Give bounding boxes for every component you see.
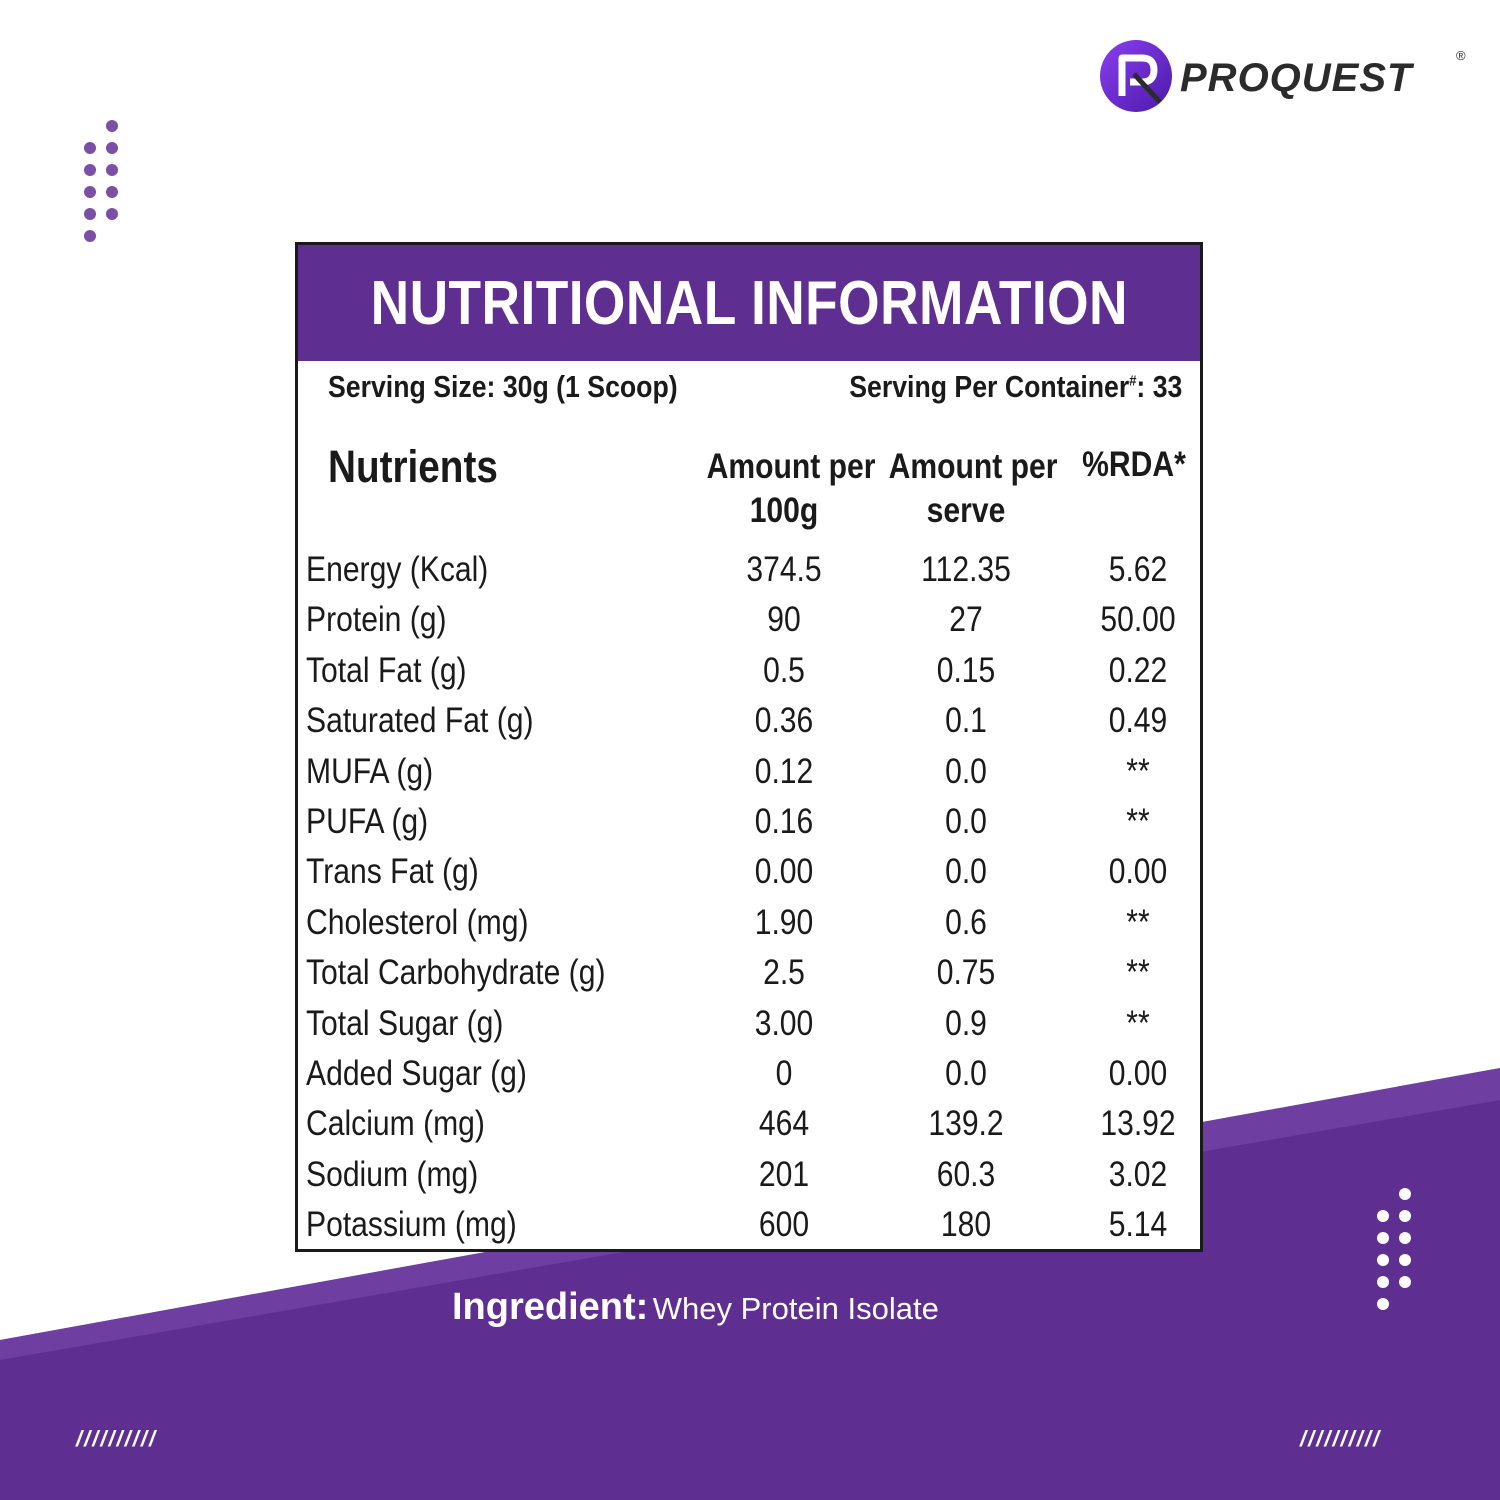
rda-percent: **	[1126, 953, 1150, 993]
rda-percent: **	[1126, 801, 1150, 841]
nutrient-name: Sodium (mg)	[306, 1154, 479, 1194]
amount-per-serve: 27	[949, 600, 983, 640]
table-row: Total Sugar (g) 3.00 0.9 **	[298, 999, 1200, 1049]
amount-per-100g: 3.00	[754, 1003, 814, 1043]
table-row: MUFA (g) 0.12 0.0 **	[298, 747, 1200, 797]
rda-percent: **	[1126, 751, 1150, 791]
brand-logo[interactable]: PROQUEST ®	[1098, 38, 1478, 118]
serving-size: Serving Size: 30g (1 Scoop)	[328, 369, 678, 404]
amount-per-100g: 0	[775, 1053, 793, 1093]
table-row: Cholesterol (mg) 1.90 0.6 **	[298, 898, 1200, 948]
amount-per-serve: 0.15	[936, 650, 996, 690]
amount-per-serve: 0.0	[945, 1053, 987, 1093]
rda-percent: 50.00	[1100, 600, 1176, 640]
amount-per-100g: 201	[758, 1154, 810, 1194]
rda-percent: **	[1126, 902, 1150, 942]
amount-per-serve: 0.75	[936, 953, 996, 993]
table-row: Sodium (mg) 201 60.3 3.02	[298, 1150, 1200, 1200]
amount-per-serve: 0.0	[945, 751, 987, 791]
ingredient-value: Whey Protein Isolate	[652, 1291, 939, 1326]
header-nutrients: Nutrients	[328, 441, 498, 492]
table-row: Potassium (mg) 600 180 5.14	[298, 1200, 1200, 1250]
decorative-slashes-right: //////////	[1300, 1426, 1382, 1451]
rda-percent: 13.92	[1100, 1104, 1176, 1144]
serving-info: Serving Size: 30g (1 Scoop) Serving Per …	[298, 369, 1200, 413]
table-row: Trans Fat (g) 0.00 0.0 0.00	[298, 847, 1200, 897]
decorative-dots-bottom-right	[1377, 1188, 1411, 1310]
serving-per-container: Serving Per Container#: 33	[848, 369, 1182, 404]
amount-per-serve: 0.6	[945, 902, 987, 942]
nutrient-name: MUFA (g)	[306, 751, 434, 791]
nutrient-name: Calcium (mg)	[306, 1104, 485, 1144]
brand-mark-icon	[1100, 40, 1172, 112]
table-row: Energy (Kcal) 374.5 112.35 5.62	[298, 545, 1200, 595]
amount-per-100g: 600	[758, 1205, 810, 1245]
decorative-slashes-left: //////////	[76, 1426, 158, 1451]
amount-per-100g: 2.5	[763, 953, 805, 993]
table-row: Total Fat (g) 0.5 0.15 0.22	[298, 646, 1200, 696]
rda-percent: 0.00	[1108, 1053, 1168, 1093]
header-rda: %RDA*	[1082, 445, 1186, 484]
amount-per-100g: 464	[758, 1104, 810, 1144]
registered-mark: ®	[1456, 48, 1466, 63]
nutrient-name: Saturated Fat (g)	[306, 701, 534, 741]
amount-per-serve: 0.0	[945, 852, 987, 892]
table-row: Total Carbohydrate (g) 2.5 0.75 **	[298, 948, 1200, 998]
rda-percent: 0.00	[1108, 852, 1168, 892]
brand-name: PROQUEST	[1180, 56, 1413, 100]
header-amount-per-serve: Amount per serve	[888, 447, 1058, 530]
amount-per-serve: 0.9	[945, 1003, 987, 1043]
panel-header: NUTRITIONAL INFORMATION	[298, 245, 1200, 361]
amount-per-serve: 0.1	[945, 701, 987, 741]
header-amount-per-100g: Amount per 100g	[706, 447, 876, 530]
nutrient-name: Potassium (mg)	[306, 1205, 517, 1245]
amount-per-serve: 112.35	[921, 550, 1011, 589]
amount-per-serve: 180	[940, 1205, 992, 1245]
rda-percent: 5.62	[1108, 550, 1168, 589]
nutrient-name: Total Fat (g)	[306, 650, 467, 690]
table-row: Calcium (mg) 464 139.2 13.92	[298, 1099, 1200, 1149]
table-row: PUFA (g) 0.16 0.0 **	[298, 797, 1200, 847]
table-row: Protein (g) 90 27 50.00	[298, 595, 1200, 645]
nutrient-name: PUFA (g)	[306, 801, 429, 841]
amount-per-100g: 0.5	[763, 650, 805, 690]
nutrient-name: Added Sugar (g)	[306, 1053, 527, 1093]
nutrient-name: Total Sugar (g)	[306, 1003, 504, 1043]
nutrient-name: Protein (g)	[306, 600, 447, 640]
amount-per-serve: 139.2	[928, 1104, 1004, 1144]
nutrient-name: Trans Fat (g)	[306, 852, 479, 892]
nutrient-name: Total Carbohydrate (g)	[306, 953, 606, 993]
panel-title: NUTRITIONAL INFORMATION	[370, 268, 1128, 338]
amount-per-100g: 0.12	[754, 751, 814, 791]
amount-per-serve: 0.0	[945, 801, 987, 841]
rda-percent: **	[1126, 1003, 1150, 1043]
amount-per-100g: 0.36	[754, 701, 814, 741]
amount-per-100g: 0.16	[754, 801, 814, 841]
ingredient-label: Ingredient:	[452, 1286, 649, 1328]
amount-per-100g: 90	[767, 600, 801, 640]
rda-percent: 0.22	[1108, 650, 1168, 690]
amount-per-100g: 1.90	[754, 902, 814, 942]
ingredient-line: Ingredient: Whey Protein Isolate	[452, 1286, 939, 1329]
table-row: Added Sugar (g) 0 0.0 0.00	[298, 1049, 1200, 1099]
nutrient-table: Energy (Kcal) 374.5 112.35 5.62 Protein (g) 9…	[298, 545, 1200, 1250]
nutrition-panel: NUTRITIONAL INFORMATION Serving Size: 30…	[295, 242, 1203, 1252]
rda-percent: 3.02	[1108, 1154, 1168, 1194]
amount-per-100g: 374.5	[746, 550, 822, 589]
amount-per-100g: 0.00	[754, 852, 814, 892]
amount-per-serve: 60.3	[936, 1154, 996, 1194]
rda-percent: 5.14	[1108, 1205, 1168, 1245]
decorative-dots-top-left	[84, 120, 118, 242]
nutrient-name: Energy (Kcal)	[306, 550, 489, 589]
rda-percent: 0.49	[1108, 701, 1168, 741]
nutrient-name: Cholesterol (mg)	[306, 902, 529, 942]
table-row: Saturated Fat (g) 0.36 0.1 0.49	[298, 696, 1200, 746]
